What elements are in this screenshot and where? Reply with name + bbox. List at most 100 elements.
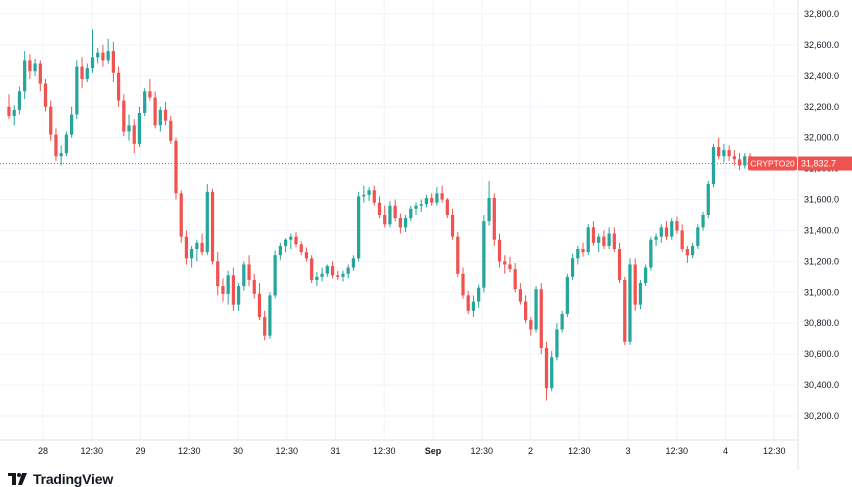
x-tick-label: Sep xyxy=(425,446,442,456)
candle-body xyxy=(85,68,89,79)
candle-body xyxy=(294,236,298,245)
candle-body xyxy=(351,258,356,268)
candle-body xyxy=(690,245,695,256)
candle-body xyxy=(539,289,543,348)
candle-body xyxy=(174,140,178,194)
candle-body xyxy=(570,258,575,277)
candlestick-chart: 32,800.0 32,600.0 32,400.0 32,200.0 32,000.0… xyxy=(0,0,852,470)
y-tick-label: 30,200.0 xyxy=(804,411,839,421)
candle-body xyxy=(633,264,637,305)
y-tick-label: 31,600.0 xyxy=(804,195,839,205)
x-tick-label: 12:30 xyxy=(665,446,688,456)
candle-body xyxy=(299,244,303,253)
candle-body xyxy=(492,197,496,240)
x-tick-label: 31 xyxy=(330,446,340,456)
candle-body xyxy=(169,120,173,141)
candle-body xyxy=(649,239,653,268)
x-tick-label: 12:30 xyxy=(568,446,591,456)
symbol-badge xyxy=(748,156,797,171)
candle-body xyxy=(445,199,449,215)
candle-body xyxy=(179,193,183,237)
candle-body xyxy=(137,112,142,144)
candle-body xyxy=(111,51,115,73)
candle-body xyxy=(555,329,559,358)
candle-body xyxy=(49,106,53,135)
candle-body xyxy=(216,261,220,287)
x-tick-label: 28 xyxy=(38,446,48,456)
candle-body xyxy=(471,301,476,311)
candle-body xyxy=(503,261,507,265)
candle-body xyxy=(158,109,162,126)
candle-body xyxy=(717,146,721,157)
candle-body xyxy=(419,204,423,206)
candle-body xyxy=(607,233,611,246)
candle-body xyxy=(372,190,376,203)
last-price-badge xyxy=(798,156,852,171)
candle-body xyxy=(628,264,632,342)
y-tick-label: 31,000.0 xyxy=(804,287,839,297)
candle-body xyxy=(59,153,63,157)
candle-body xyxy=(534,289,538,330)
candle-body xyxy=(430,197,434,203)
candle-body xyxy=(336,275,340,277)
candle-body xyxy=(727,150,731,157)
candle-body xyxy=(685,249,689,256)
x-tick-label: 3 xyxy=(625,446,630,456)
candle-body xyxy=(461,273,465,296)
candle-body xyxy=(398,218,402,228)
candle-body xyxy=(377,202,382,215)
time-axis[interactable]: 28 12:30 29 12:30 30 12:30 31 12:30 Sep 12:30 2 12:… xyxy=(38,446,786,456)
candle-body xyxy=(523,301,528,321)
candle-body xyxy=(732,156,736,160)
candle-body xyxy=(143,91,147,113)
candle-body xyxy=(743,156,747,166)
candle-body xyxy=(508,264,512,270)
x-tick-label: 12:30 xyxy=(470,446,493,456)
tradingview-logo[interactable]: TradingView xyxy=(8,471,113,487)
candle-body xyxy=(325,266,329,274)
candle-body xyxy=(466,295,470,311)
candle-body xyxy=(383,215,387,225)
candle-body xyxy=(560,313,564,330)
candle-body xyxy=(722,150,726,157)
candle-body xyxy=(565,276,569,314)
candle-body xyxy=(310,258,314,280)
candle-body xyxy=(23,60,27,92)
candle-body xyxy=(701,215,705,228)
candle-body xyxy=(200,242,204,253)
candle-body xyxy=(304,252,309,259)
candle-body xyxy=(7,106,11,117)
candle-body xyxy=(283,239,288,246)
candle-body xyxy=(153,97,157,126)
candle-body xyxy=(263,317,267,336)
candle-body xyxy=(576,249,580,259)
candle-body xyxy=(409,208,413,219)
y-tick-label: 31,200.0 xyxy=(804,256,839,266)
candle-body xyxy=(257,293,262,318)
candle-body xyxy=(273,255,277,296)
candle-body xyxy=(737,159,742,166)
candle-body xyxy=(680,230,684,250)
y-tick-label: 32,400.0 xyxy=(804,71,839,81)
candle-body xyxy=(106,51,110,61)
candle-body xyxy=(75,66,79,115)
candle-body xyxy=(664,227,669,237)
candle-body xyxy=(101,52,105,61)
candle-body xyxy=(414,205,418,209)
candle-body xyxy=(544,347,549,389)
candle-body xyxy=(487,197,491,222)
y-tick-label: 30,400.0 xyxy=(804,380,839,390)
candle-body xyxy=(80,66,84,79)
candle-body xyxy=(96,52,100,58)
candle-body xyxy=(482,221,486,288)
candle-body xyxy=(591,227,596,243)
x-tick-label: 12:30 xyxy=(763,446,786,456)
x-tick-label: 12:30 xyxy=(373,446,396,456)
x-tick-label: 4 xyxy=(723,446,728,456)
x-tick-label: 29 xyxy=(135,446,145,456)
candle-body xyxy=(513,269,517,290)
candle-body xyxy=(268,295,272,336)
candle-body xyxy=(346,267,350,274)
y-tick-label: 32,800.0 xyxy=(804,9,839,19)
candle-body xyxy=(424,197,429,205)
